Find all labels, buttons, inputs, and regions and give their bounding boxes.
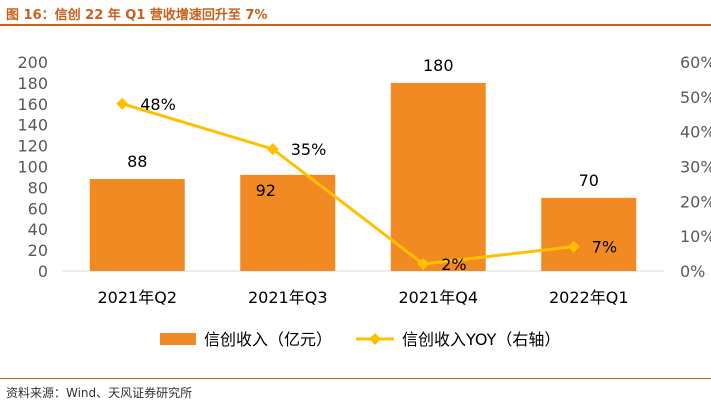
y-left-tick-label: 140 <box>17 116 48 135</box>
y-left-tick-label: 80 <box>28 178 48 197</box>
bar <box>240 174 336 271</box>
yoy-marker <box>116 97 129 110</box>
x-category-label: 2022年Q1 <box>549 288 629 307</box>
x-category-label: 2021年Q4 <box>399 288 479 307</box>
title-divider <box>0 24 711 26</box>
legend-bar-swatch <box>160 333 196 345</box>
y-right-tick-label: 40% <box>680 123 711 142</box>
yoy-marker <box>266 143 279 156</box>
y-left-tick-label: 100 <box>17 158 48 177</box>
yoy-line <box>121 102 574 266</box>
y-left-tick-label: 40 <box>28 220 48 239</box>
bar-value-label: 92 <box>256 181 276 200</box>
y-right-tick-label: 20% <box>680 192 711 211</box>
yoy-marker <box>567 240 580 253</box>
y-right-tick-label: 0% <box>680 262 705 281</box>
x-category-label: 2021年Q2 <box>98 288 178 307</box>
yoy-value-label: 48% <box>140 95 176 114</box>
y-left-tick-label: 160 <box>17 95 48 114</box>
y-right-tick-label: 50% <box>680 88 711 107</box>
yoy-value-label: 35% <box>291 140 327 159</box>
y-right-tick-label: 10% <box>680 227 711 246</box>
bar-value-label: 180 <box>423 56 454 75</box>
source-note: 资料来源：Wind、天风证券研究所 <box>6 386 193 400</box>
footer-divider <box>0 378 711 379</box>
y-left-tick-label: 200 <box>17 53 48 72</box>
legend-line-marker <box>369 333 381 345</box>
yoy-marker <box>417 258 430 271</box>
y-left-tick-label: 60 <box>28 199 48 218</box>
y-right-tick-label: 60% <box>680 53 711 72</box>
bar-value-label: 70 <box>579 171 599 190</box>
legend-line-label: 信创收入YOY（右轴） <box>402 330 560 349</box>
chart-title: 图 16：信创 22 年 Q1 营收增速回升至 7% <box>6 8 268 23</box>
bar-value-label: 88 <box>127 152 147 171</box>
bar <box>89 179 185 271</box>
bar <box>390 82 486 272</box>
yoy-value-label: 7% <box>592 238 617 257</box>
bar <box>541 197 637 271</box>
y-right-tick-label: 30% <box>680 158 711 177</box>
x-category-label: 2021年Q3 <box>248 288 328 307</box>
legend-bar-label: 信创收入（亿元） <box>204 330 332 349</box>
y-left-tick-label: 180 <box>17 74 48 93</box>
y-left-tick-label: 120 <box>17 137 48 156</box>
yoy-value-label: 2% <box>441 255 466 274</box>
y-left-tick-label: 0 <box>38 262 48 281</box>
y-left-tick-label: 20 <box>28 241 48 260</box>
